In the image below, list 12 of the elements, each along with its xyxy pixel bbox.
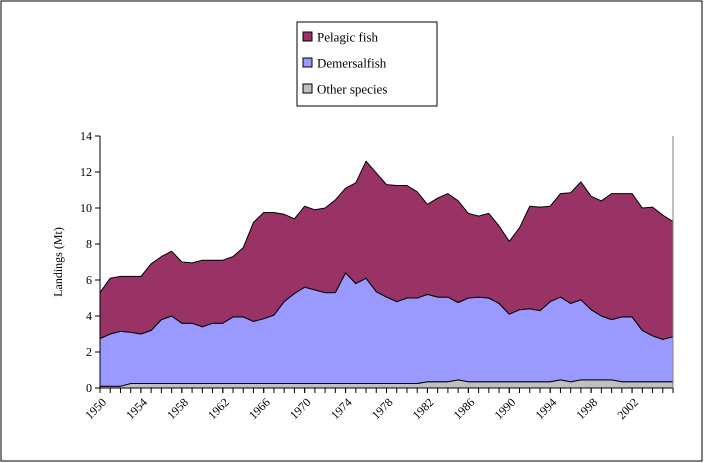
y-tick-label: 14	[80, 129, 92, 144]
y-tick-label: 6	[86, 273, 92, 288]
legend-label: Pelagic fish	[317, 30, 379, 45]
y-tick-label: 10	[80, 201, 92, 216]
y-tick-label: 2	[86, 345, 92, 360]
y-axis-title: Landings (Mt)	[51, 227, 65, 297]
y-tick-label: 12	[80, 165, 92, 180]
y-tick-label: 4	[86, 309, 92, 324]
legend-label: Demersalfish	[317, 56, 387, 71]
y-tick-label: 0	[86, 381, 92, 396]
y-tick-label: 8	[86, 237, 92, 252]
legend-label: Other species	[317, 82, 388, 97]
